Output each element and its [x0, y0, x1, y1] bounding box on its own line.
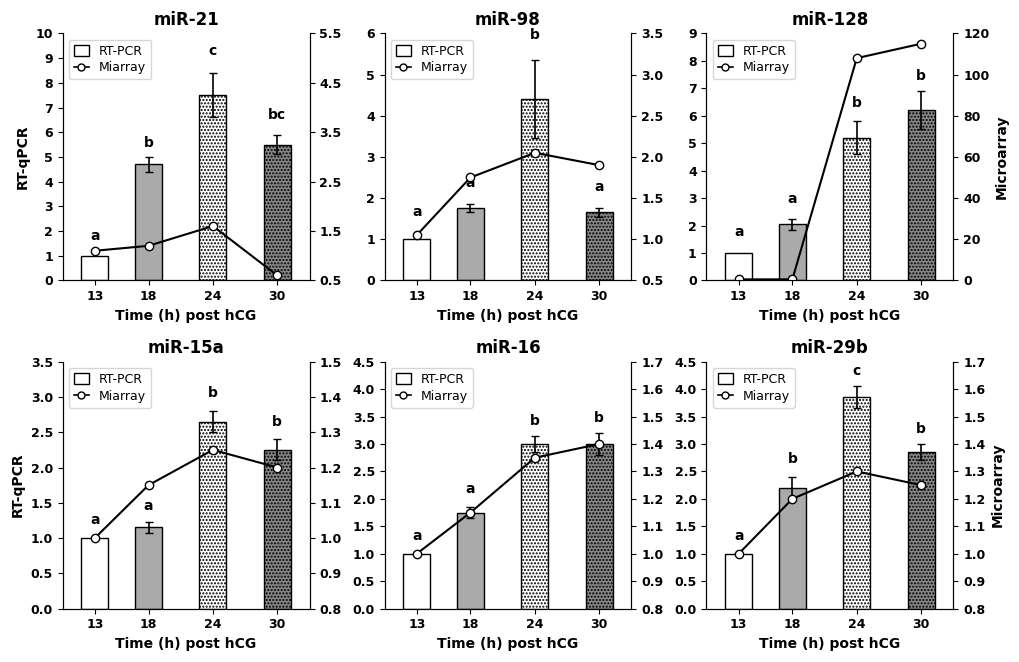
- Text: bc: bc: [268, 109, 286, 122]
- Text: a: a: [412, 529, 421, 543]
- Text: a: a: [734, 225, 743, 239]
- Bar: [907, 452, 933, 608]
- Bar: [403, 239, 430, 281]
- Text: a: a: [90, 514, 100, 528]
- Y-axis label: Microarray: Microarray: [989, 443, 1004, 528]
- Title: miR-29b: miR-29b: [791, 340, 868, 357]
- Text: a: a: [734, 529, 743, 543]
- Bar: [843, 138, 869, 281]
- Bar: [82, 538, 108, 608]
- Bar: [82, 256, 108, 281]
- X-axis label: Time (h) post hCG: Time (h) post hCG: [758, 308, 900, 322]
- Title: miR-21: miR-21: [153, 11, 219, 29]
- X-axis label: Time (h) post hCG: Time (h) post hCG: [115, 637, 257, 651]
- Text: b: b: [530, 28, 539, 42]
- Text: b: b: [915, 422, 925, 436]
- Bar: [403, 553, 430, 608]
- X-axis label: Time (h) post hCG: Time (h) post hCG: [437, 637, 578, 651]
- Legend: RT-PCR, Miarray: RT-PCR, Miarray: [712, 40, 794, 79]
- Bar: [725, 253, 751, 281]
- Text: b: b: [530, 414, 539, 428]
- Title: miR-16: miR-16: [475, 340, 540, 357]
- Text: c: c: [209, 44, 217, 58]
- Legend: RT-PCR, Miarray: RT-PCR, Miarray: [69, 368, 151, 408]
- Title: miR-98: miR-98: [475, 11, 540, 29]
- Bar: [264, 144, 290, 281]
- Text: b: b: [787, 452, 797, 466]
- Bar: [843, 397, 869, 608]
- Legend: RT-PCR, Miarray: RT-PCR, Miarray: [390, 368, 473, 408]
- Title: miR-128: miR-128: [791, 11, 868, 29]
- Text: b: b: [208, 387, 218, 401]
- X-axis label: Time (h) post hCG: Time (h) post hCG: [115, 308, 257, 322]
- Legend: RT-PCR, Miarray: RT-PCR, Miarray: [712, 368, 794, 408]
- Text: a: a: [412, 205, 421, 218]
- Y-axis label: Microarray: Microarray: [994, 115, 1008, 199]
- Text: b: b: [144, 136, 153, 150]
- Text: a: a: [466, 482, 475, 496]
- Bar: [725, 553, 751, 608]
- Bar: [521, 99, 548, 281]
- Bar: [521, 444, 548, 608]
- Bar: [264, 450, 290, 608]
- Text: b: b: [594, 411, 603, 425]
- X-axis label: Time (h) post hCG: Time (h) post hCG: [437, 308, 578, 322]
- Text: b: b: [272, 414, 282, 429]
- Bar: [907, 111, 933, 281]
- Text: b: b: [915, 69, 925, 83]
- Bar: [135, 528, 162, 608]
- Legend: RT-PCR, Miarray: RT-PCR, Miarray: [69, 40, 151, 79]
- Legend: RT-PCR, Miarray: RT-PCR, Miarray: [390, 40, 473, 79]
- Text: c: c: [852, 364, 860, 378]
- Y-axis label: RT-qPCR: RT-qPCR: [11, 453, 25, 518]
- Text: a: a: [787, 192, 796, 207]
- Bar: [200, 95, 226, 281]
- Title: miR-15a: miR-15a: [148, 340, 224, 357]
- Bar: [200, 422, 226, 608]
- Bar: [457, 512, 483, 608]
- X-axis label: Time (h) post hCG: Time (h) post hCG: [758, 637, 900, 651]
- Text: a: a: [466, 176, 475, 190]
- Text: b: b: [851, 96, 861, 111]
- Text: a: a: [594, 180, 603, 194]
- Bar: [457, 209, 483, 281]
- Bar: [585, 213, 612, 281]
- Bar: [779, 488, 805, 608]
- Text: a: a: [144, 499, 153, 513]
- Text: a: a: [90, 229, 100, 244]
- Y-axis label: RT-qPCR: RT-qPCR: [16, 124, 30, 189]
- Bar: [135, 164, 162, 281]
- Bar: [779, 224, 805, 281]
- Bar: [585, 444, 612, 608]
